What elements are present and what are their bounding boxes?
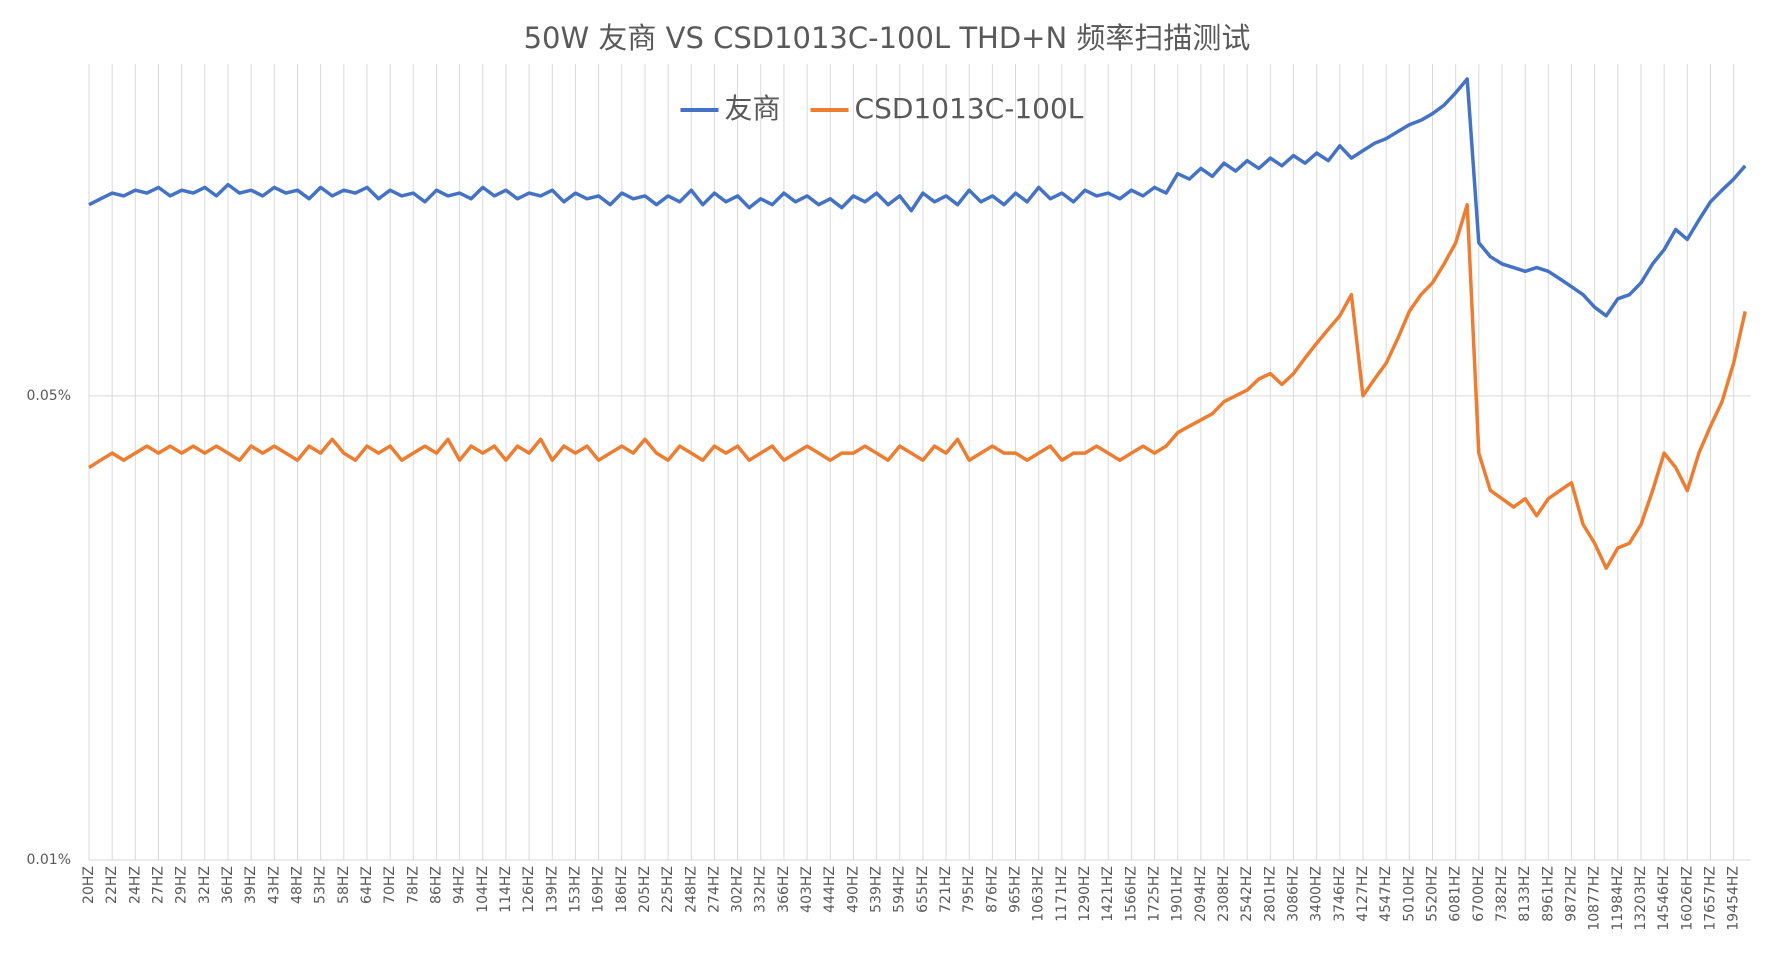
x-tick-label: 3086HZ	[1286, 866, 1302, 922]
x-tick-label: 9872HZ	[1563, 866, 1579, 922]
x-tick-label: 43HZ	[266, 866, 282, 904]
x-tick-label: 274HZ	[706, 866, 722, 913]
x-tick-label: 3746HZ	[1332, 866, 1348, 922]
x-tick-label: 29HZ	[174, 866, 190, 904]
x-tick-label: 126HZ	[521, 866, 537, 913]
x-tick-label: 48HZ	[289, 866, 305, 904]
x-tick-label: 86HZ	[428, 866, 444, 904]
x-tick-label: 186HZ	[614, 866, 630, 913]
x-tick-label: 8961HZ	[1540, 866, 1556, 922]
chart-title: 50W 友商 VS CSD1013C-100L THD+N 频率扫描测试	[524, 21, 1251, 55]
x-tick-label: 6081HZ	[1448, 866, 1464, 922]
x-tick-label: 39HZ	[243, 866, 259, 904]
x-tick-label: 248HZ	[683, 866, 699, 913]
x-tick-label: 2094HZ	[1193, 866, 1209, 922]
legend-label: 友商	[725, 92, 781, 125]
x-tick-label: 32HZ	[197, 866, 213, 904]
x-tick-label: 58HZ	[336, 866, 352, 904]
x-tick-label: 94HZ	[452, 866, 468, 904]
x-tick-label: 20HZ	[81, 866, 97, 904]
x-tick-label: 8133HZ	[1517, 866, 1533, 922]
x-tick-label: 70HZ	[382, 866, 398, 904]
x-tick-label: 3400HZ	[1309, 866, 1325, 922]
x-tick-label: 153HZ	[567, 866, 583, 913]
x-tick-label: 13203HZ	[1633, 866, 1649, 931]
x-tick-label: 1171HZ	[1054, 866, 1070, 922]
y-tick-label: 0.01%	[27, 852, 71, 868]
x-tick-label: 6700HZ	[1471, 866, 1487, 922]
x-tick-label: 4547HZ	[1378, 866, 1394, 922]
x-tick-label: 139HZ	[544, 866, 560, 913]
x-tick-label: 17657HZ	[1702, 866, 1718, 931]
x-tick-label: 1063HZ	[1031, 866, 1047, 922]
x-tick-label: 205HZ	[637, 866, 653, 913]
x-tick-label: 444HZ	[822, 866, 838, 913]
x-tick-label: 169HZ	[591, 866, 607, 913]
x-tick-label: 2542HZ	[1239, 866, 1255, 922]
x-tick-label: 1421HZ	[1100, 866, 1116, 922]
x-tick-label: 78HZ	[405, 866, 421, 904]
x-tick-label: 332HZ	[753, 866, 769, 913]
x-tick-label: 10877HZ	[1587, 866, 1603, 931]
x-tick-label: 4127HZ	[1355, 866, 1371, 922]
x-tick-label: 721HZ	[938, 866, 954, 913]
series-line	[88, 77, 1747, 318]
x-tick-label: 1901HZ	[1170, 866, 1186, 922]
x-tick-label: 795HZ	[961, 866, 977, 913]
x-tick-label: 5520HZ	[1424, 866, 1440, 922]
x-tick-label: 225HZ	[660, 866, 676, 913]
x-tick-label: 302HZ	[730, 866, 746, 913]
x-tick-label: 24HZ	[127, 866, 143, 904]
x-tick-label: 11984HZ	[1610, 866, 1626, 931]
x-tick-label: 876HZ	[984, 866, 1000, 913]
x-tick-label: 53HZ	[313, 866, 329, 904]
x-tick-label: 5010HZ	[1401, 866, 1417, 922]
x-tick-label: 22HZ	[104, 866, 120, 904]
x-tick-label: 1725HZ	[1147, 866, 1163, 922]
x-tick-label: 114HZ	[498, 866, 514, 913]
x-tick-label: 490HZ	[845, 866, 861, 913]
x-tick-label: 2308HZ	[1216, 866, 1232, 922]
y-tick-label: 0.05%	[27, 388, 71, 404]
x-tick-label: 965HZ	[1008, 866, 1024, 913]
x-tick-label: 594HZ	[892, 866, 908, 913]
x-tick-label: 7382HZ	[1494, 866, 1510, 922]
x-tick-label: 403HZ	[799, 866, 815, 913]
x-tick-label: 539HZ	[869, 866, 885, 913]
x-tick-label: 655HZ	[915, 866, 931, 913]
x-tick-label: 1566HZ	[1123, 866, 1139, 922]
legend-label: CSD1013C-100L	[855, 92, 1084, 125]
series-line	[88, 202, 1747, 570]
x-tick-label: 16026HZ	[1679, 866, 1695, 931]
x-tick-label: 1290HZ	[1077, 866, 1093, 922]
x-tick-label: 27HZ	[150, 866, 166, 904]
x-tick-label: 19454HZ	[1726, 866, 1742, 931]
x-tick-label: 366HZ	[776, 866, 792, 913]
x-tick-label: 36HZ	[220, 866, 236, 904]
x-tick-label: 14546HZ	[1656, 866, 1672, 931]
x-tick-label: 64HZ	[359, 866, 375, 904]
x-tick-label: 2801HZ	[1262, 866, 1278, 922]
x-tick-label: 104HZ	[475, 866, 491, 913]
